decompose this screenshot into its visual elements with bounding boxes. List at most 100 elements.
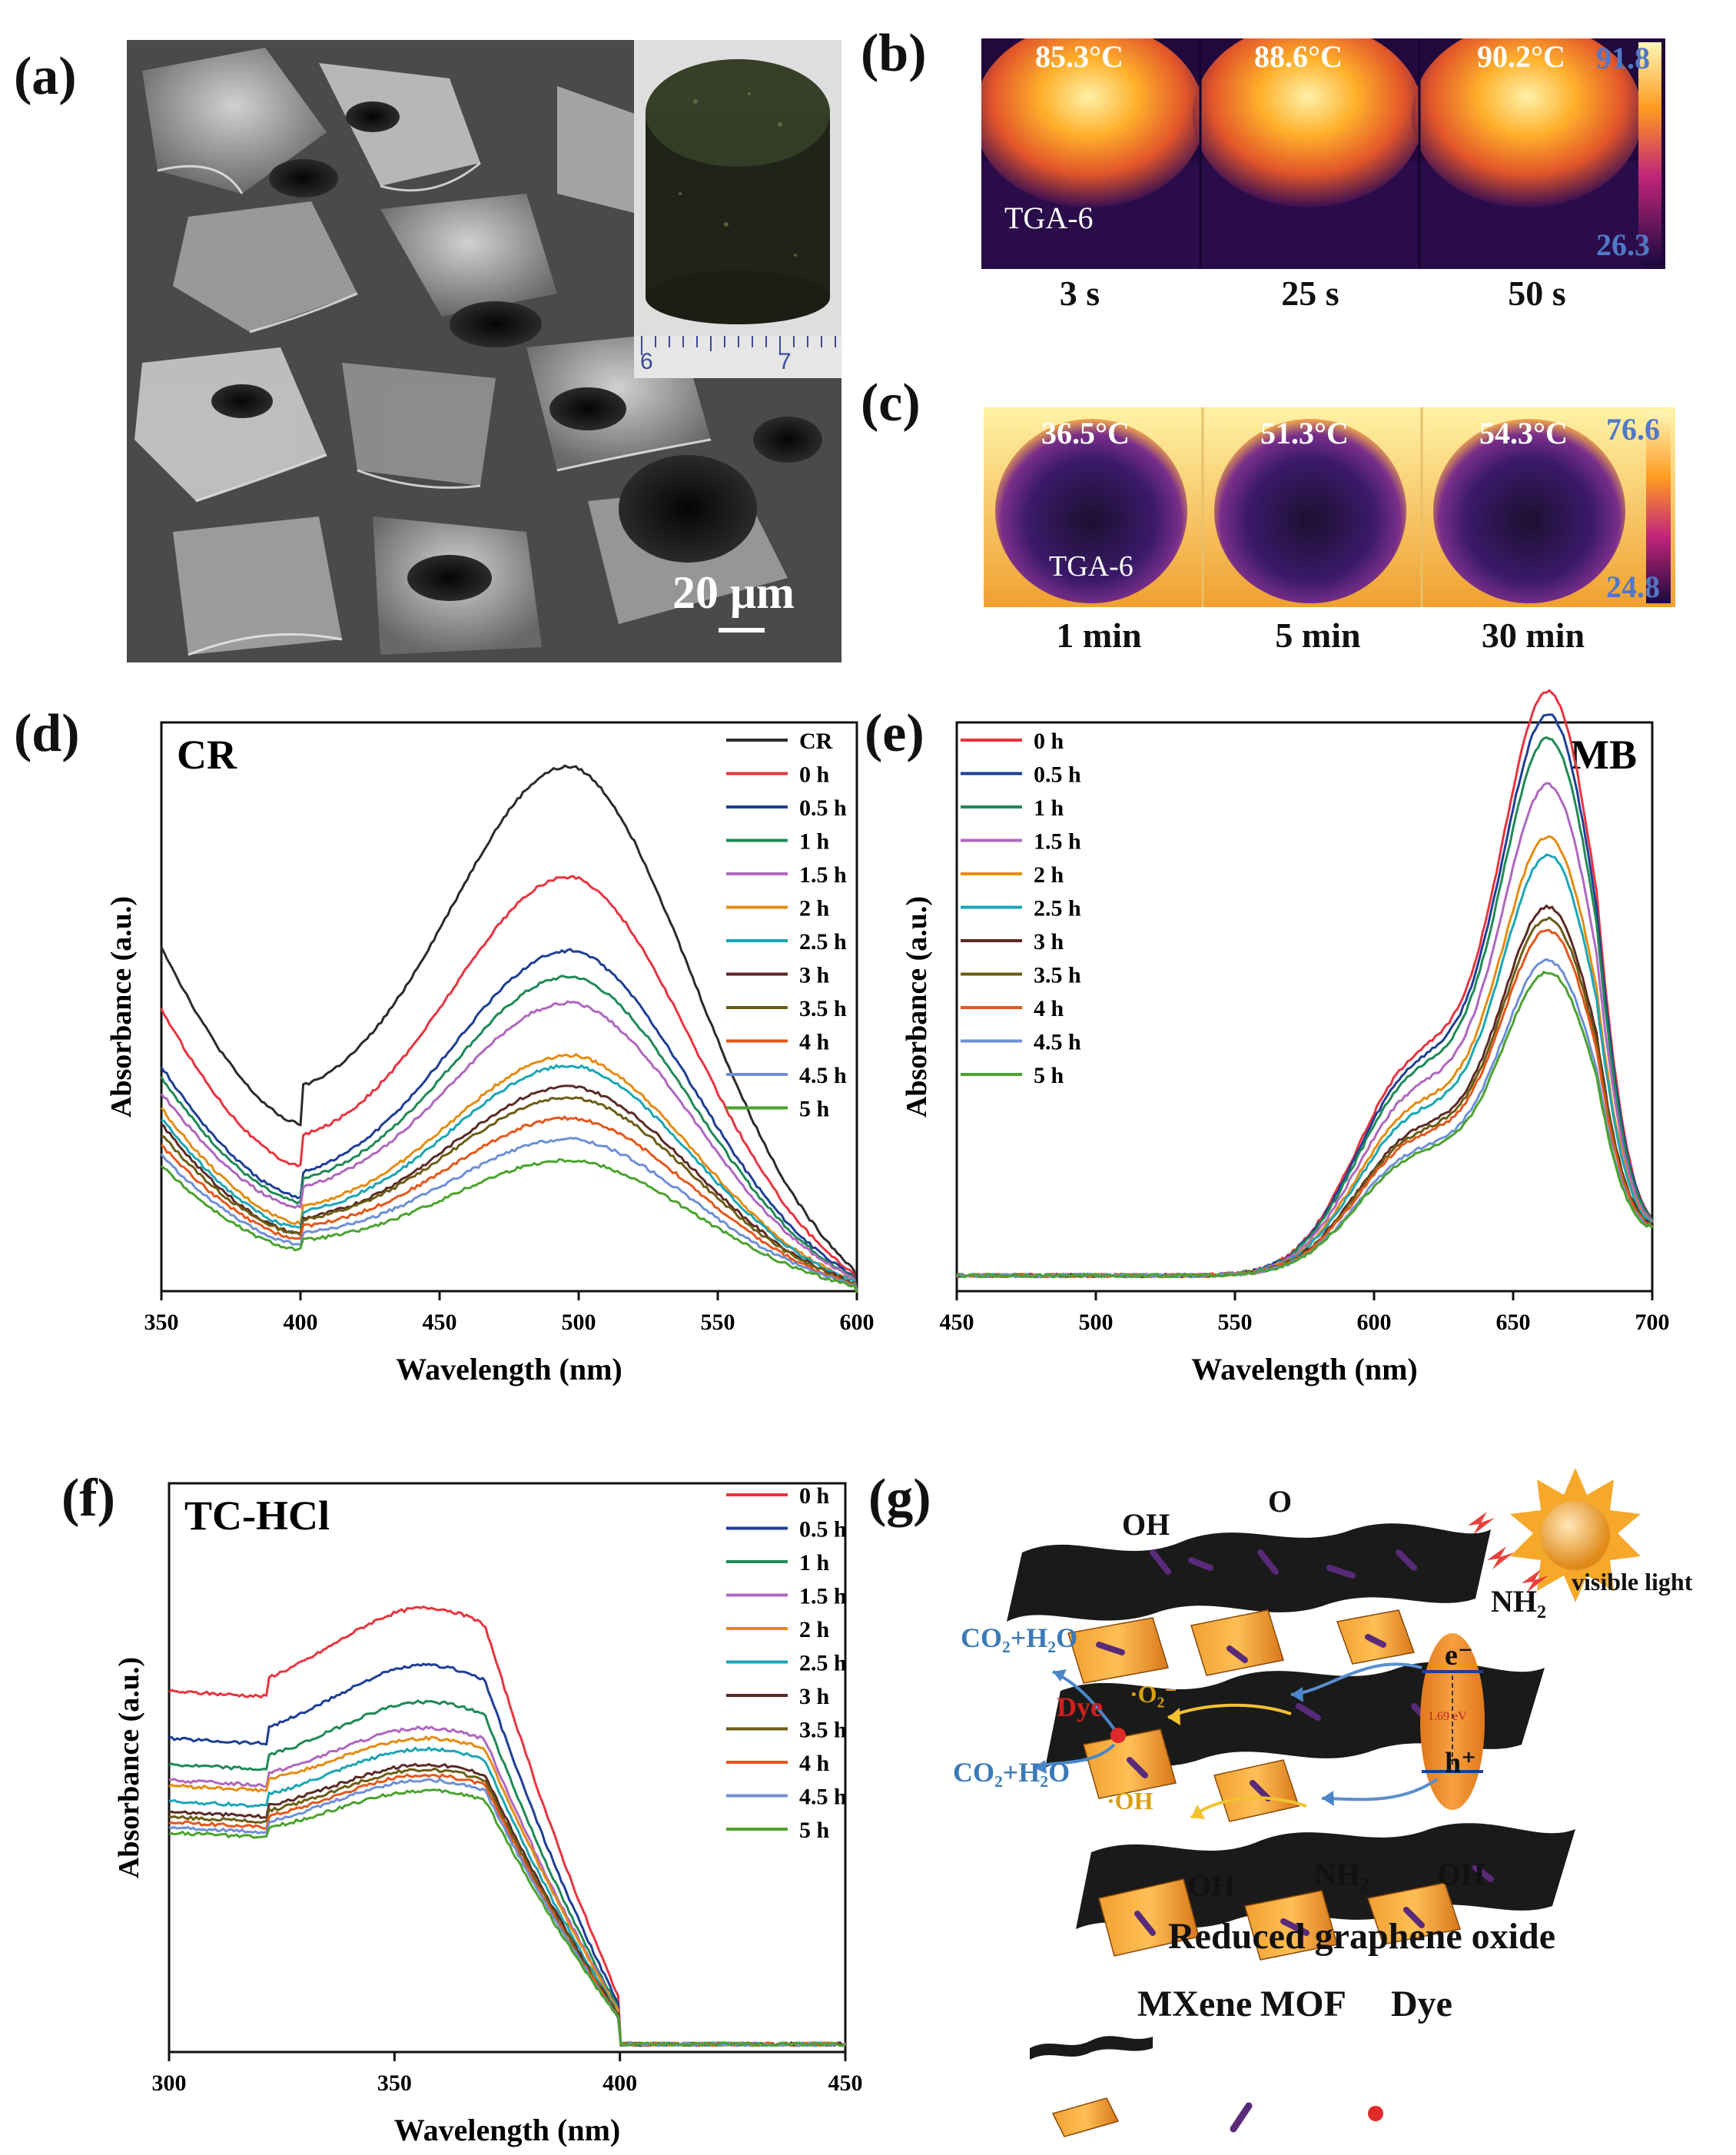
label-superoxide: ·O₂⁻ [1130,1680,1178,1708]
label-o-top: O [1268,1484,1293,1519]
chart-e-xtick-label: 700 [1635,1310,1670,1335]
chart-d-legend-label: 4 h [799,1030,830,1055]
chart-f-title: TC-HCl [184,1493,330,1539]
legend-rgo-icon [1030,2036,1153,2060]
legend-mxene-icon [1051,2097,1120,2137]
chart-e-ylabel: Absorbance (a.u.) [901,896,933,1117]
chart-e-legend-label: 1.5 h [1034,829,1081,855]
chart-d-series-CR [160,764,858,1293]
sem-image: 6 7 20 μm [127,40,841,662]
chart-f-xtick-label: 350 [377,2070,412,2096]
chart-d-legend-label: 1.5 h [799,862,847,888]
chart-d-series-4h [161,1115,858,1291]
chart-d-legend-label: 5 h [799,1097,830,1122]
chart-e-series-3h [956,904,1653,1279]
chart-d-legend-label: CR [799,729,833,754]
thermo-c-scale-max: 76.6 [1606,412,1660,447]
chart-e-legend-label: 3.5 h [1034,963,1081,988]
chart-d-legend-label: 2 h [799,896,830,921]
chart-f-legend-label: 2.5 h [799,1651,847,1676]
chart-f-legend-label: 2 h [799,1617,830,1642]
chart-f-legend-label: 1 h [799,1550,830,1576]
chart-f-xtick-label: 450 [828,2070,863,2096]
chart-d-frame [160,721,858,1293]
chart-d-legend-label: 0.5 h [799,795,847,821]
chart-e: 450 500 550 600 650 700 Wavelength (nm) Absorba… [901,689,1670,1386]
chart-e-xtick-label: 650 [1496,1310,1531,1335]
chart-d-series-5h [161,1157,858,1293]
chart-f-legend-label: 4.5 h [799,1785,847,1810]
ruler-label-6: 6 [640,349,653,374]
sem-inset-photo: 6 7 [634,40,841,378]
chart-e-legend-label: 3 h [1034,929,1064,955]
label-bandgap: 1.69 eV [1428,1710,1467,1723]
thermo-c-sample: TGA-6 [1049,550,1134,583]
label-nh2-bottom: NH₂ [1314,1857,1369,1891]
legend-dye-label: Dye [1391,1984,1452,2024]
rgo-sheet-middle [1045,1662,1545,1768]
thermo-c-time-1: 1 min [1056,616,1142,655]
chart-d-series-45h [160,1137,858,1290]
chart-f-legend-label: 0.5 h [799,1517,847,1542]
chart-f-series-5h [168,1788,846,2047]
chart-f-xtick-label: 300 [152,2070,187,2096]
chart-e-legend-label: 1 h [1034,795,1064,821]
ruler-label-7: 7 [778,349,792,374]
thermo-b-time-3: 50 s [1508,274,1566,313]
thermo-b-temp-3: 90.2°C [1477,39,1565,74]
chart-d-series-25h [161,1064,858,1291]
label-hole: h⁺ [1445,1747,1477,1779]
chart-f-legend-label: 1.5 h [799,1584,847,1609]
thermo-c-temp-1: 36.5°C [1041,416,1130,450]
chart-f-legend-label: 4 h [799,1751,830,1776]
arrowheads [1168,1708,1205,1819]
thermal-image-b: 85.3°C 88.6°C 90.2°C 91.8 26.3 TGA-6 [981,38,1665,269]
chart-d-legend-label: 2.5 h [799,929,847,955]
thermo-b-scale-min: 26.3 [1596,227,1650,262]
thermo-c-scale-min: 24.8 [1606,569,1660,604]
sun-icon [1510,1468,1641,1602]
sem-scale-bar [719,628,765,633]
chart-f-series-4h [168,1773,846,2047]
monolith-graphic [634,59,841,378]
chart-d-series-0h [160,875,858,1293]
chart-d-series-15h [160,1000,858,1292]
legend-rgo-label: Reduced graphene oxide [1168,1916,1555,1957]
dye-dot [1110,1728,1126,1743]
label-visible-light: visible light [1572,1568,1693,1595]
chart-d-legend-label: 4.5 h [799,1063,847,1088]
panel-label-c: (c) [861,374,921,433]
label-co2-bottom: CO₂+H₂O [953,1757,1070,1788]
chart-d-xtick-label: 400 [284,1310,318,1335]
chart-f-series-1h [168,1699,847,2047]
panel-label-a: (a) [14,47,77,106]
mechanism-schematic [1007,1468,1641,2137]
label-oh-top: OH [1122,1507,1170,1542]
thermo-c-temp-2: 51.3°C [1260,416,1349,450]
label-oh-bottom-left: OH [1187,1868,1236,1903]
chart-f-series-3h [168,1762,846,2047]
chart-f-series-2h [168,1735,846,2047]
chart-e-title: MB [1570,732,1637,778]
legend-mxene-label: MXene [1137,1984,1253,2024]
thermal-image-c: 36.5°C 51.3°C 54.3°C 76.6 24.8 TGA-6 [984,407,1675,607]
panel-label-d: (d) [14,704,80,763]
legend-mof-label: MOF [1260,1984,1346,2024]
chart-d: 350 400 450 500 550 600 Wavelength (nm) Absorba… [105,721,875,1386]
chart-e-legend-label: 4.5 h [1034,1030,1081,1055]
mxene-blocks [1067,1609,1461,1961]
chart-d-xtick-label: 500 [562,1310,596,1335]
chart-f-legend-label: 0 h [799,1483,830,1509]
chart-f-series-15h [168,1725,847,2047]
panel-label-f: (f) [61,1469,115,1528]
chart-f-series-05h [168,1662,846,2047]
chart-e-xlabel: Wavelength (nm) [1191,1352,1417,1386]
legend-mof-icon [1230,2102,1253,2133]
chart-d-title: CR [177,732,237,778]
chart-d-legend-label: 0 h [799,762,830,788]
panel-label-b: (b) [861,24,927,83]
chart-f-legend-label: 3.5 h [799,1718,847,1743]
chart-e-legend-label: 2 h [1034,862,1064,888]
panel-label-e: (e) [865,704,924,763]
